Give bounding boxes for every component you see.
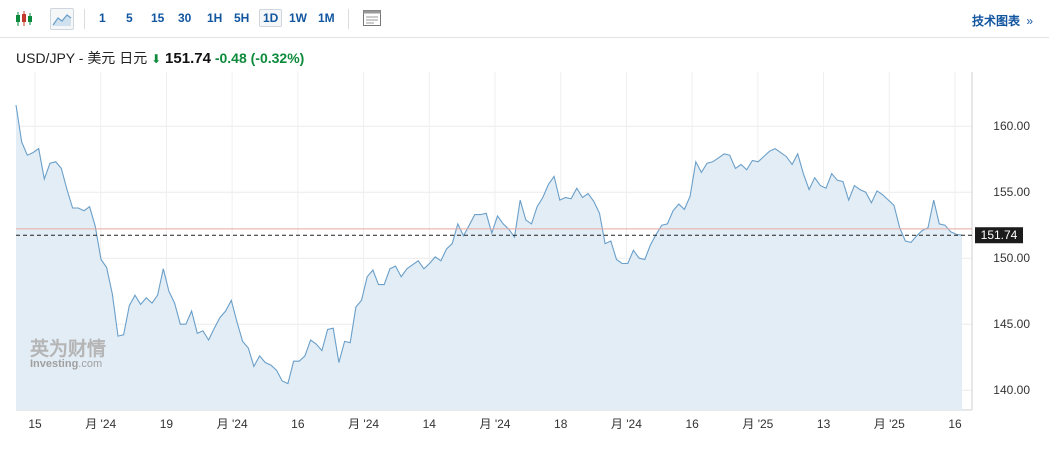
price-line — [15, 105, 963, 385]
x-tick-label: 16 — [685, 417, 699, 431]
investing-watermark: 英为财情 Investing.com — [30, 337, 106, 370]
watermark-cn: 英为财情 — [30, 337, 106, 360]
x-tick-label: 月 '24 — [611, 417, 642, 431]
chevron-right-icon: » — [1026, 14, 1033, 28]
x-tick-label: 月 '24 — [348, 417, 379, 431]
x-tick-label: 16 — [291, 417, 305, 431]
x-axis: 15 月 '24 19 月 '24 16 月 '24 14 月 '24 18 月 '24 16 月 '… — [28, 417, 962, 431]
x-tick-label: 月 '25 — [742, 417, 773, 431]
toolbar-divider — [84, 9, 85, 29]
technical-chart-label: 技术图表 — [971, 14, 1020, 28]
symbol-name: USD/JPY - 美元 日元 — [16, 50, 148, 66]
y-tick-label: 145.00 — [993, 317, 1030, 331]
timeframe-1h[interactable]: 1H — [207, 11, 223, 25]
watermark-en: Investing.com — [30, 358, 102, 370]
timeframe-15[interactable]: 15 — [151, 11, 165, 25]
candlestick-icon[interactable] — [12, 8, 36, 30]
price-change-percent: (-0.32%) — [250, 50, 305, 66]
price-chart[interactable]: 英为财情 Investing.com 140.00 145.00 150.00 155… — [0, 72, 1049, 453]
x-tick-label: 月 '24 — [85, 417, 116, 431]
last-price-badge — [975, 227, 1023, 244]
down-arrow-icon: ⬇ — [151, 52, 162, 66]
y-tick-label: 155.00 — [993, 185, 1030, 199]
timeframe-1w[interactable]: 1W — [289, 11, 307, 25]
watermark-en-suffix: .com — [78, 358, 102, 370]
y-tick-label: 150.00 — [993, 251, 1030, 265]
x-tick-label: 18 — [554, 417, 568, 431]
x-tick-label: 16 — [948, 417, 962, 431]
timeframe-5[interactable]: 5 — [126, 11, 133, 25]
price-change: -0.48 — [214, 50, 247, 66]
x-tick-label: 月 '24 — [480, 417, 511, 431]
last-price-label-group: 151.74 — [975, 227, 1023, 244]
chart-settings-icon[interactable] — [361, 8, 385, 30]
last-price-badge-text: 151.74 — [981, 228, 1018, 242]
x-tick-label: 15 — [28, 417, 42, 431]
x-tick-label: 14 — [423, 417, 437, 431]
timeframe-30[interactable]: 30 — [178, 11, 192, 25]
x-tick-label: 19 — [160, 417, 174, 431]
price-area-fill — [16, 105, 962, 410]
area-chart-icon[interactable] — [50, 8, 74, 30]
chart-toolbar: 1 5 15 30 1H 5H 1D 1W 1M 技术图表 » — [0, 0, 1049, 38]
x-tick-label: 月 '24 — [217, 417, 248, 431]
reference-line — [16, 228, 972, 236]
watermark-en-brand: Investing — [30, 358, 78, 370]
timeframe-1d[interactable]: 1D — [259, 9, 283, 27]
y-tick-label: 160.00 — [993, 119, 1030, 133]
y-tick-label: 140.00 — [993, 383, 1030, 397]
timeframe-1m[interactable]: 1M — [318, 11, 335, 25]
x-tick-label: 月 '25 — [874, 417, 905, 431]
toolbar-divider — [348, 9, 349, 29]
price-area — [15, 105, 963, 410]
last-price: 151.74 — [165, 50, 211, 67]
timeframe-1[interactable]: 1 — [99, 11, 106, 25]
y-axis: 140.00 145.00 150.00 155.00 160.00 — [993, 119, 1030, 397]
x-tick-label: 13 — [817, 417, 831, 431]
quote-header: USD/JPY - 美元 日元 ⬇ 151.74 -0.48 (-0.32%) — [16, 48, 304, 68]
technical-chart-link[interactable]: 技术图表 » — [972, 12, 1033, 29]
timeframe-5h[interactable]: 5H — [234, 11, 250, 25]
